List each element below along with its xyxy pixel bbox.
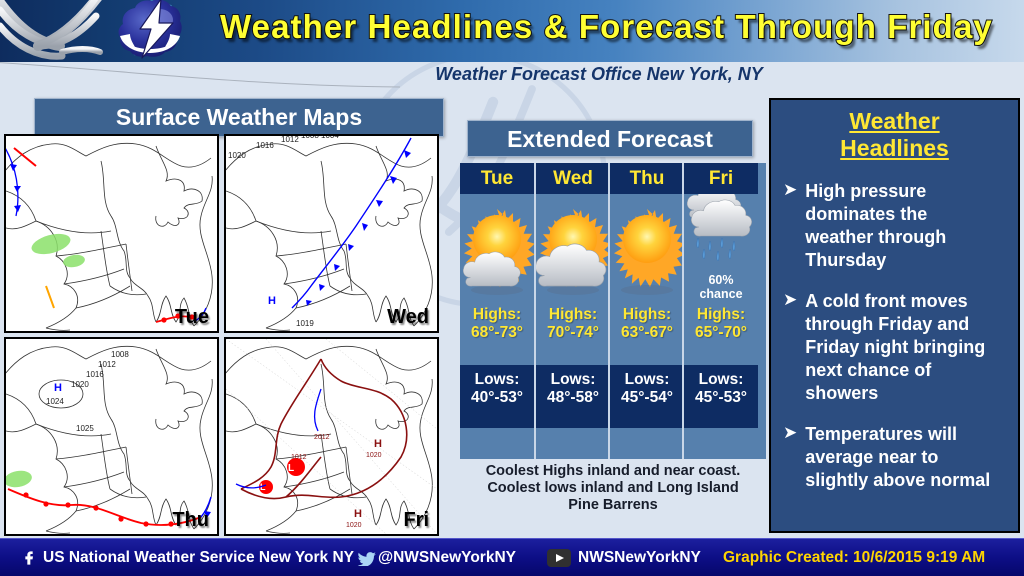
svg-text:1012: 1012 <box>281 136 299 144</box>
svg-text:H: H <box>374 438 382 450</box>
svg-text:1020: 1020 <box>366 452 382 459</box>
svg-text:2012: 2012 <box>314 434 330 441</box>
svg-text:1020: 1020 <box>346 522 362 529</box>
svg-text:1012: 1012 <box>98 360 116 369</box>
svg-text:L: L <box>288 463 294 474</box>
svg-text:1016: 1016 <box>86 370 104 379</box>
svg-text:1025: 1025 <box>76 424 94 433</box>
svg-text:1016: 1016 <box>256 141 274 150</box>
svg-text:1019: 1019 <box>296 319 314 328</box>
svg-text:1004: 1004 <box>321 136 339 140</box>
svg-text:1012: 1012 <box>291 454 307 461</box>
svg-text:1020: 1020 <box>71 380 89 389</box>
svg-text:1024: 1024 <box>46 397 64 406</box>
svg-text:H: H <box>354 508 362 520</box>
svg-text:H: H <box>54 382 62 394</box>
svg-text:1020: 1020 <box>228 151 246 160</box>
svg-text:1008: 1008 <box>301 136 319 140</box>
svg-text:1008: 1008 <box>111 350 129 359</box>
svg-text:H: H <box>268 295 276 307</box>
